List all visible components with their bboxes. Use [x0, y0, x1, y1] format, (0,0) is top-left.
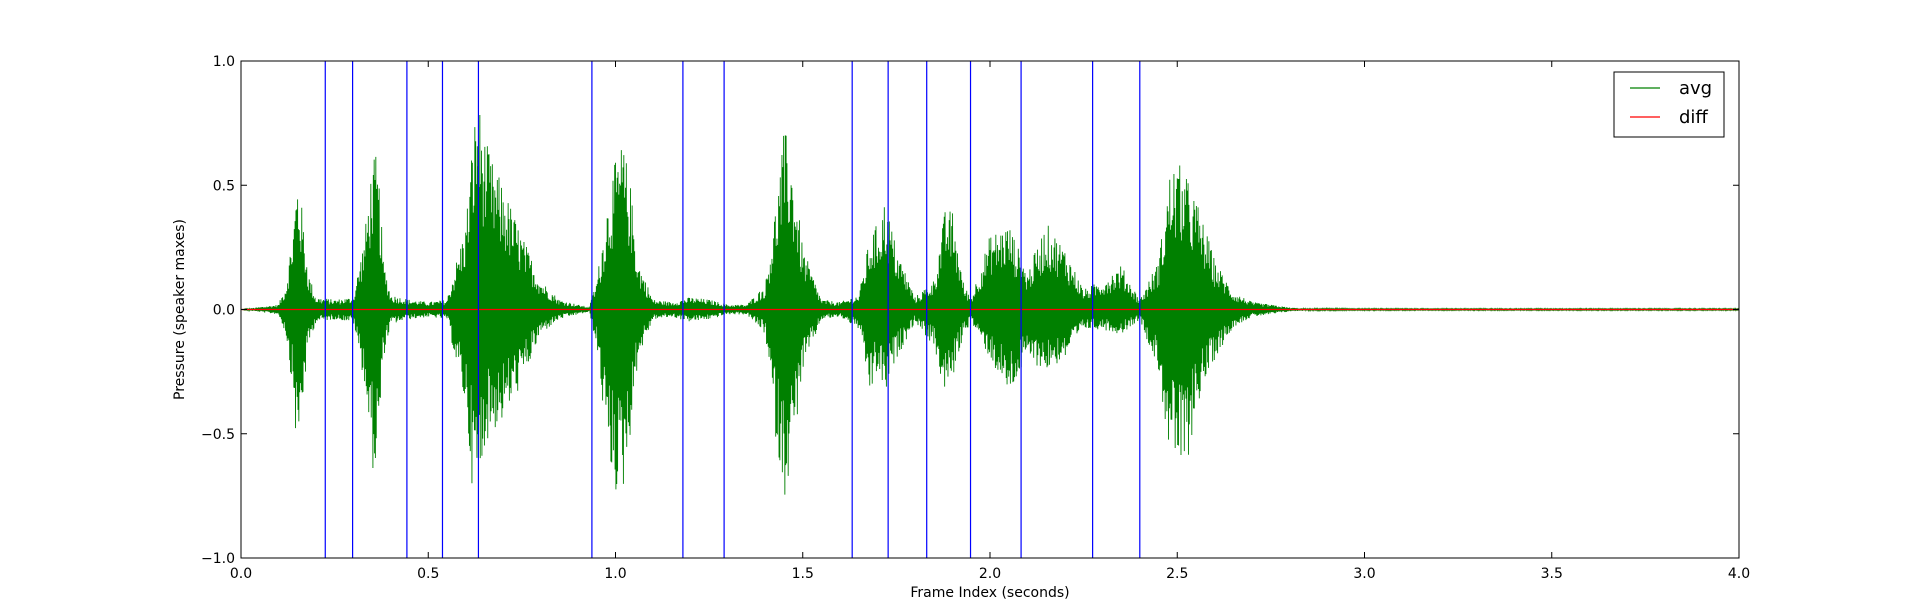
ticks-layer: 0.0 0.5 1.0 1.5 2.0 2.5 3.0 3.5 4.0 1.0 0.5 0.0 −0.5… [201, 54, 1750, 582]
legend: avg diff [1613, 71, 1725, 138]
y-tick-label: 1.0 [213, 54, 235, 70]
x-tick-label: 3.0 [1353, 566, 1375, 582]
x-tick-label: 0.0 [230, 566, 252, 582]
x-tick-label: 3.5 [1541, 566, 1563, 582]
legend-box [1613, 71, 1725, 138]
y-tick-label: −1.0 [201, 551, 235, 567]
x-tick-label: 1.0 [604, 566, 626, 582]
y-tick-label: 0.5 [213, 178, 235, 194]
y-axis-label: Pressure (speaker maxes) [172, 219, 188, 400]
x-tick-label: 0.5 [417, 566, 439, 582]
x-tick-label: 1.5 [792, 566, 814, 582]
x-tick-label: 4.0 [1728, 566, 1750, 582]
x-tick-label: 2.5 [1166, 566, 1188, 582]
x-tick-label: 2.0 [979, 566, 1001, 582]
y-tick-label: 0.0 [213, 303, 235, 319]
legend-label-avg: avg [1679, 78, 1712, 99]
legend-label-diff: diff [1679, 107, 1708, 128]
vertical-markers-layer [324, 61, 1141, 558]
x-axis-label: Frame Index (seconds) [910, 585, 1069, 601]
y-tick-label: −0.5 [201, 427, 235, 443]
